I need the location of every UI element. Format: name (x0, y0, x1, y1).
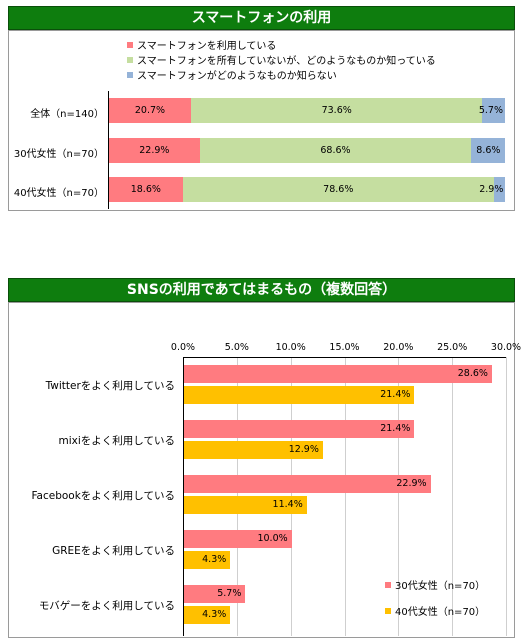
chart2-top-axis (183, 357, 506, 358)
chart1-data-label: 73.6% (321, 105, 352, 116)
legend-label: スマートフォンを所有していないが、どのようなものか知っている (137, 56, 436, 67)
chart2-bar (184, 441, 323, 459)
chart1-legend-item: スマートフォンを利用している (127, 39, 436, 54)
legend-label: スマートフォンを利用している (137, 41, 277, 52)
chart1-legend: スマートフォンを利用しているスマートフォンを所有していないが、どのようなものか知… (127, 39, 436, 84)
chart2-category-label: mixiをよく利用している (58, 435, 175, 447)
chart2-gridline (506, 357, 507, 636)
legend-label: スマートフォンがどのようなものか知らない (137, 71, 337, 82)
chart1-legend-item: スマートフォンを所有していないが、どのようなものか知っている (127, 54, 436, 69)
chart1-data-label: 22.9% (139, 145, 170, 156)
chart1-bar-segment: 18.6% (109, 177, 183, 202)
chart2-tick-label: 15.0% (329, 342, 360, 353)
chart1-data-label: 78.6% (323, 184, 354, 195)
chart2-data-label: 4.3% (202, 609, 227, 620)
chart1-data-label: 8.6% (476, 145, 501, 156)
chart2-bar (184, 606, 231, 624)
chart2-tick-label: 5.0% (224, 342, 249, 353)
chart2-legend-item: 30代女性（n=70） (385, 577, 485, 592)
chart2-tick-label: 20.0% (383, 342, 414, 353)
chart1-bar-segment: 5.7% (478, 98, 505, 123)
chart2-gridline (452, 357, 454, 636)
legend-label: 40代女性（n=70） (395, 607, 486, 618)
chart2-data-label: 5.7% (217, 588, 242, 599)
chart2-data-label: 22.9% (396, 478, 427, 489)
legend-swatch (385, 582, 391, 588)
chart2-data-label: 11.4% (272, 499, 303, 510)
chart1-data-label: 5.7% (478, 105, 503, 116)
chart2-data-label: 12.9% (288, 444, 319, 455)
chart2-legend-item: 40代女性（n=70） (385, 603, 485, 618)
chart1-bar-segment: 78.6% (182, 177, 494, 202)
chart2-tick-label: 30.0% (490, 342, 522, 353)
chart2-tick-label: 10.0% (275, 342, 306, 353)
chart2-tick-label: 25.0% (437, 342, 468, 353)
chart2-data-label: 4.3% (202, 554, 227, 565)
chart1-bar-segment: 73.6% (190, 98, 483, 123)
chart1-bar-segment: 68.6% (199, 138, 472, 163)
chart2-bar (184, 585, 246, 603)
chart2-title: SNSの利用であてはまるもの（複数回答） (8, 278, 515, 302)
chart2-data-label: 28.6% (457, 368, 488, 379)
chart2-bar (184, 386, 415, 404)
chart2-category-label: GREEをよく利用している (52, 545, 175, 557)
chart1-title: スマートフォンの利用 (8, 6, 515, 30)
chart1-category-label: 40代女性（n=70） (13, 188, 104, 199)
legend-swatch (385, 608, 391, 614)
chart1-data-label: 18.6% (130, 184, 161, 195)
chart2-axis-line (183, 357, 184, 636)
chart1-bar-segment: 2.9% (479, 177, 506, 202)
chart1-data-label: 2.9% (479, 184, 504, 195)
legend-swatch (127, 42, 133, 48)
chart2-bar (184, 475, 431, 493)
chart1-bar-segment: 8.6% (471, 138, 506, 163)
chart1-axis-line (108, 91, 109, 209)
chart1-panel: スマートフォンを利用しているスマートフォンを所有していないが、どのようなものか知… (8, 30, 515, 211)
chart1-data-label: 68.6% (320, 145, 351, 156)
chart2-category-label: Twitterをよく利用している (45, 380, 175, 392)
chart2-panel: 0.0% 5.0% 10.0% 15.0% 20.0% 25.0% 30.0% Twitter… (8, 302, 521, 638)
chart2-data-label: 21.4% (380, 389, 411, 400)
chart2-data-label: 10.0% (257, 533, 288, 544)
chart2-gridline (398, 357, 400, 636)
chart1-bar-segment: 20.7% (109, 98, 191, 123)
chart2-bar (184, 420, 415, 438)
chart2-category-label: Facebookをよく利用している (31, 490, 175, 502)
chart2-data-label: 21.4% (380, 423, 411, 434)
chart2-bar (184, 496, 307, 514)
chart1-category-label: 全体（n=140） (30, 109, 104, 120)
legend-swatch (127, 72, 133, 78)
legend-label: 30代女性（n=70） (395, 581, 486, 592)
chart2-bar (184, 551, 231, 569)
chart2-bar (184, 530, 292, 548)
chart2-category-label: モバゲーをよく利用している (38, 600, 175, 612)
chart1-data-label: 20.7% (134, 105, 166, 116)
chart1-bar-segment: 22.9% (109, 138, 200, 163)
chart2-gridline (344, 357, 346, 636)
chart1-legend-item: スマートフォンがどのようなものか知らない (127, 69, 436, 84)
legend-swatch (127, 57, 133, 63)
chart2-bar (184, 365, 492, 383)
chart1-category-label: 30代女性（n=70） (13, 149, 104, 160)
chart2-tick-label: 0.0% (170, 342, 196, 353)
